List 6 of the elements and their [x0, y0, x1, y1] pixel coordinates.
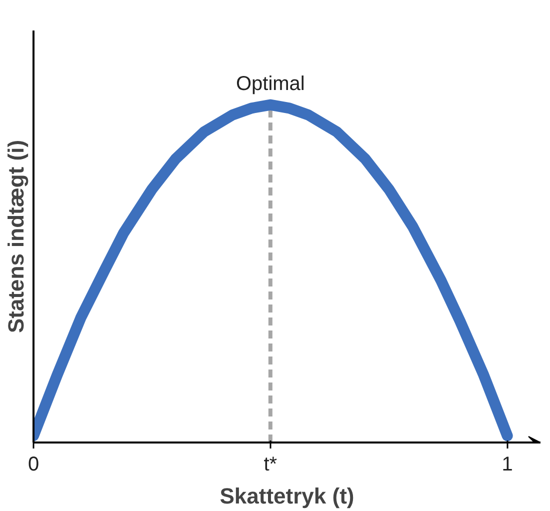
- annotation: Optimal: [236, 72, 305, 95]
- x-tick-label: t*: [264, 454, 278, 476]
- x-tick-label: 0: [28, 454, 40, 476]
- x-tick-label: 1: [502, 454, 513, 476]
- x-axis-title: Skattetryk (t): [220, 484, 354, 508]
- y-axis-title: Statens indtægt (i): [4, 140, 28, 334]
